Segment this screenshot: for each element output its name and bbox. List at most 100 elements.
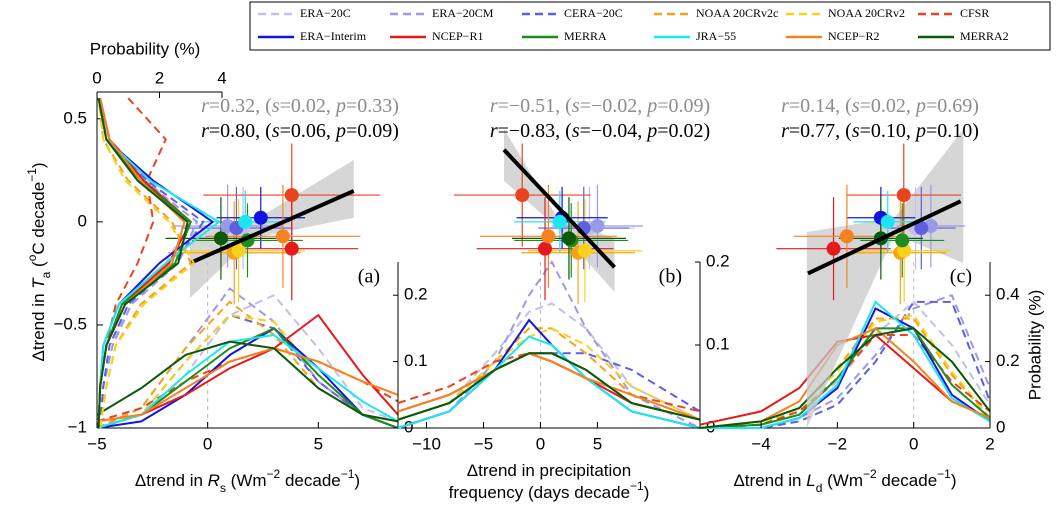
- point: [577, 243, 592, 258]
- stats-part: r: [781, 120, 789, 142]
- fit-line: [807, 199, 962, 276]
- stats-part: p: [645, 95, 657, 117]
- stats-annotation: r=0.80, (s=0.06, p=0.09): [201, 120, 399, 142]
- label-part: Δtrend in: [733, 471, 806, 490]
- legend-label: ERA−20CM: [432, 6, 494, 20]
- y-tick-label: 0: [78, 211, 87, 230]
- stats-part: =0.09): [346, 120, 399, 142]
- point: [552, 214, 567, 229]
- label-part: −2: [267, 467, 281, 481]
- density-curve: [699, 327, 991, 429]
- top-tick-label: 4: [217, 68, 226, 87]
- x-tick-label: 0: [203, 434, 212, 453]
- label-part: −2: [863, 467, 877, 481]
- x-axis-label: Δtrend in Ld (Wm−2 decade−1): [733, 467, 956, 495]
- stats-annotation: r=−0.51, (s=−0.02, p=0.09): [490, 95, 710, 117]
- density-curve: [699, 334, 991, 429]
- label-part: decade: [877, 471, 938, 490]
- label-part: o: [25, 254, 39, 261]
- density-curve: [96, 347, 399, 423]
- y-tick-label: −1: [68, 417, 87, 436]
- stats-part: =0.14, (: [789, 95, 852, 117]
- label-part: Δtrend in precipitation: [467, 461, 631, 480]
- x-axis-label: Δtrend in Rs (Wm−2 decade−1): [135, 467, 360, 495]
- point: [538, 241, 553, 256]
- x-tick-label: 5: [593, 434, 602, 453]
- x-tick-label: −5: [474, 434, 493, 453]
- density-curve: [699, 327, 991, 429]
- fit-line: [502, 148, 616, 269]
- point: [231, 243, 246, 258]
- density-curve: [397, 352, 701, 421]
- stats-part: r: [490, 95, 498, 117]
- point: [275, 229, 290, 244]
- density-tick-label: 0: [404, 417, 413, 436]
- point: [896, 188, 911, 203]
- stats-part: s: [852, 120, 860, 142]
- point: [213, 231, 228, 246]
- point: [880, 214, 895, 229]
- label-part: −1: [341, 467, 355, 481]
- x-tick-label: −2: [828, 434, 847, 453]
- label-part: C decade: [29, 182, 48, 255]
- stats-part: r: [201, 95, 209, 117]
- stats-part: r: [490, 120, 498, 142]
- stats-part: p: [334, 95, 346, 117]
- stats-part: s: [272, 95, 280, 117]
- density-curve: [397, 352, 701, 421]
- stats-part: =−0.51, (: [498, 95, 573, 117]
- density-curve: [699, 327, 991, 429]
- x-tick-label: 0: [536, 434, 545, 453]
- point: [914, 221, 929, 236]
- label-part: ): [29, 162, 48, 168]
- density-axis-label: Probability (%): [1025, 290, 1044, 401]
- point: [839, 229, 854, 244]
- ta-density-curve: [99, 97, 205, 429]
- stats-annotation: r=−0.83, (s=−0.04, p=0.02): [490, 120, 710, 142]
- point: [253, 210, 268, 225]
- stats-part: p: [334, 120, 346, 142]
- stats-part: =−0.83, (: [498, 120, 573, 142]
- legend-label: NCEP−R2: [828, 29, 879, 43]
- density-curve: [397, 318, 701, 429]
- density-curve: [96, 313, 399, 429]
- x-tick-label: −4: [751, 434, 770, 453]
- stats-part: =0.02,: [280, 95, 336, 117]
- x-tick-label: −10: [412, 434, 441, 453]
- label-part: −1: [25, 168, 39, 182]
- density-curve: [397, 352, 701, 421]
- density-tick-label: 0.2: [706, 251, 730, 270]
- stats-part: s: [572, 95, 580, 117]
- stats-part: =0.32, (: [209, 95, 272, 117]
- stats-part: =0.06,: [280, 120, 336, 142]
- panel-label: (c): [950, 266, 972, 288]
- point: [826, 241, 841, 256]
- stats-part: p: [914, 120, 926, 142]
- top-tick-label: 2: [155, 68, 164, 87]
- stats-part: p: [914, 95, 926, 117]
- stats-part: =−0.02,: [580, 95, 648, 117]
- top-axis-label: Probability (%): [90, 39, 201, 58]
- confidence-band: [806, 129, 964, 428]
- point: [284, 188, 299, 203]
- legend-box: [249, 1, 1051, 51]
- density-curve: [397, 352, 701, 421]
- density-tick-label: 0: [996, 417, 1005, 436]
- ta-density-curve: [97, 97, 189, 429]
- stats-part: s: [572, 120, 580, 142]
- legend-label: ERA−20C: [300, 6, 351, 20]
- label-part: R: [208, 471, 220, 490]
- stats-part: =0.77, (: [789, 120, 852, 142]
- stats-part: =0.02): [657, 120, 710, 142]
- point: [284, 241, 299, 256]
- stats-part: s: [852, 95, 860, 117]
- label-part: Δtrend in: [135, 471, 208, 490]
- point: [541, 229, 556, 244]
- density-tick-label: 0.1: [404, 351, 428, 370]
- density-curve: [96, 333, 399, 429]
- label-part: (Wm: [226, 471, 267, 490]
- label-part: a: [39, 271, 53, 278]
- panel-label: (b): [659, 266, 682, 288]
- y-tick-label: 0.5: [63, 108, 87, 127]
